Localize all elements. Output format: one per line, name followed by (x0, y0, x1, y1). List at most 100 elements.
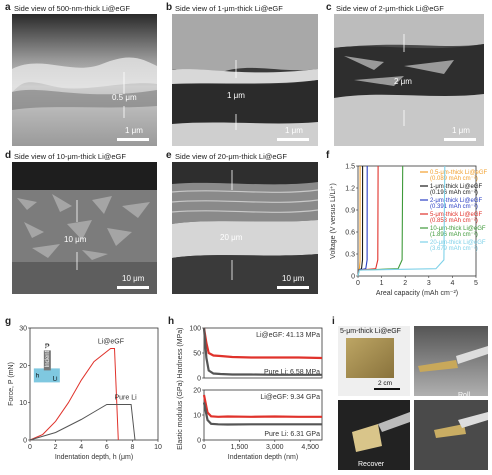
sem-b-thickness: 1 μm (227, 91, 245, 100)
chart-g-series-line (29, 404, 136, 441)
sem-image-c: 2 μm 1 μm (334, 14, 484, 146)
scale-bar-a (117, 138, 149, 141)
chart-g-xtick-label: 6 (105, 444, 109, 451)
chart-f-series-line (357, 165, 446, 277)
chart-f-xtick-label: 3 (427, 280, 431, 287)
sem-image-b: 1 μm 1 μm (172, 14, 318, 146)
chart-h-xlabel: Indentation depth (nm) (228, 454, 298, 461)
chart-g-inset-p: P (45, 343, 50, 350)
chart-g-ytick-label: 20 (19, 363, 27, 370)
panel-a-letter: a (5, 2, 11, 13)
chart-f-legend-name: 10-μm-thick Li@eGF (430, 226, 486, 232)
chart-h-ytick-label: 10 (193, 413, 201, 420)
chart-f-legend-name: 1-μm-thick Li@eGF (430, 184, 483, 190)
chart-h-ytick-label: 20 (193, 388, 201, 395)
scale-bar-c (444, 138, 476, 141)
chart-g-inset-h: h (36, 373, 39, 379)
chart-g-inset-indenter (43, 350, 51, 371)
chart-f-legend-capacity: (0.853 mAh cm⁻²) (430, 218, 478, 224)
chart-f-legend-name: 0.5-μm-thick Li@eGF (430, 170, 488, 176)
chart-h-series-line (202, 394, 322, 418)
panel-b-title: Side view of 1-μm-thick Li@eGF (175, 4, 283, 13)
chart-f-xtick-label: 2 (403, 280, 407, 287)
sem-a-thickness: 0.5 μm (112, 93, 137, 102)
chart-g-xtick-label: 4 (79, 444, 83, 451)
chart-f-legend-capacity: (0.196 mAh cm⁻²) (430, 190, 478, 196)
sem-c-scale: 1 μm (452, 126, 470, 135)
roll-label: Roll (458, 392, 471, 399)
recover-label: Recover (358, 461, 385, 468)
chart-h-series-label: Pure Li: 6.31 GPa (264, 431, 320, 438)
chart-h-ytick-label: 0 (197, 438, 201, 445)
panel-e-title: Side view of 20-μm-thick Li@eGF (175, 152, 287, 161)
chart-f-legend-capacity: (3.679 mAh cm⁻²) (430, 246, 478, 252)
chart-f-xtick-label: 4 (450, 280, 454, 287)
chart-f-frame (357, 165, 477, 277)
chart-g-label-pureli: Pure Li (114, 395, 137, 402)
scale-bar-e (277, 286, 309, 289)
chart-g-xtick-label: 2 (54, 444, 58, 451)
chart-h-ytick-label: 100 (189, 326, 201, 333)
chart-f-legend-name: 2-μm-thick Li@eGF (430, 198, 483, 204)
sem-b-scale: 1 μm (285, 126, 303, 135)
rolled-foil (418, 360, 458, 372)
scale-bar-d (117, 286, 149, 289)
panel-a-title: Side view of 500-nm-thick Li@eGF (14, 4, 130, 13)
sem-d-scale: 10 μm (122, 274, 145, 283)
scale-bar-b (277, 138, 309, 141)
panel-c-letter: c (326, 2, 332, 13)
chart-f-legend-capacity: (1.896 mAh cm⁻²) (430, 232, 478, 238)
chart-f-ytick-label: 0.9 (345, 208, 355, 215)
chart-f-ytick-label: 0.6 (345, 230, 355, 237)
chart-f-xtick-label: 5 (474, 280, 478, 287)
chart-f-legend-capacity: (0.391 mAh cm⁻²) (430, 204, 478, 210)
chart-g-xtick-label: 10 (154, 444, 162, 451)
panel-g-letter: g (5, 316, 12, 327)
chart-g-label-lieGF: Li@eGF (98, 339, 124, 346)
chart-g-series-line (29, 348, 119, 441)
chart-f-xlabel: Areal capacity (mAh cm⁻²) (376, 290, 458, 297)
photo-panel-i: 5-μm-thick Li@eGF 2 cm Recover Roll (338, 326, 488, 470)
chart-f-xtick-label: 0 (356, 280, 360, 287)
chart-g-force-depth: 0 2 4 6 8 10 0 10 20 30 Indentation depth, h (μm) F… (8, 326, 162, 462)
chart-f-voltage-capacity: 0 1 2 3 4 5 0 0.3 0.6 0.9 1.2 1.5 Areal capacity (mA… (330, 164, 488, 298)
chart-g-xtick-label: 8 (130, 444, 134, 451)
chart-g-frame (29, 327, 159, 441)
sem-e-scale: 10 μm (282, 274, 305, 283)
chart-f-series-line (357, 165, 404, 277)
chart-f-xtick-label: 1 (380, 280, 384, 287)
chart-g-inset-li: Li (53, 376, 58, 382)
sem-image-d: 10 μm 10 μm (12, 162, 157, 294)
chart-h-xtick-label: 4,500 (301, 444, 319, 451)
sem-d-thickness: 10 μm (64, 235, 87, 244)
chart-h-series-line (202, 402, 322, 426)
sem-a-scale: 1 μm (125, 126, 143, 135)
chart-f-ytick-label: 0.3 (345, 252, 355, 259)
chart-f-ytick-label: 1.5 (345, 164, 355, 171)
chart-h-ylabel: Elastic modulus (GPa) (177, 380, 184, 450)
chart-h-xtick-label: 0 (202, 444, 206, 451)
panel-b-letter: b (166, 2, 173, 13)
chart-h-ytick-label: 50 (193, 351, 201, 358)
sem-image-a: 0.5 μm 1 μm (12, 14, 157, 146)
chart-g-inset-tip: Indenter (45, 345, 51, 367)
panel-d-letter: d (5, 150, 12, 161)
chart-g-ytick-label: 10 (19, 400, 27, 407)
chart-h-ylabel: Hardness (MPa) (177, 328, 184, 379)
chart-g-xlabel: Indentation depth, h (μm) (55, 454, 133, 461)
chart-f-legend-capacity: (0.089 mAh cm⁻²) (430, 176, 478, 182)
panel-i-letter: i (332, 316, 335, 327)
chart-f-ytick-label: 1.2 (345, 186, 355, 193)
panel-h-letter: h (168, 316, 175, 327)
chart-h-series-label: Li@eGF: 9.34 GPa (260, 394, 320, 401)
chart-h-series-line (202, 327, 322, 376)
sem-c-thickness: 2 μm (394, 77, 412, 86)
chart-g-ylabel: Force, P (mN) (8, 362, 15, 406)
panel-d-title: Side view of 10-μm-thick Li@eGF (14, 152, 126, 161)
chart-f-series-line (357, 165, 379, 277)
photo-title: 5-μm-thick Li@eGF (340, 328, 401, 335)
sem-image-e: 20 μm 10 μm (172, 162, 318, 294)
panel-f-letter: f (326, 150, 330, 161)
chart-f-legend-name: 20-μm-thick Li@eGF (430, 240, 486, 246)
